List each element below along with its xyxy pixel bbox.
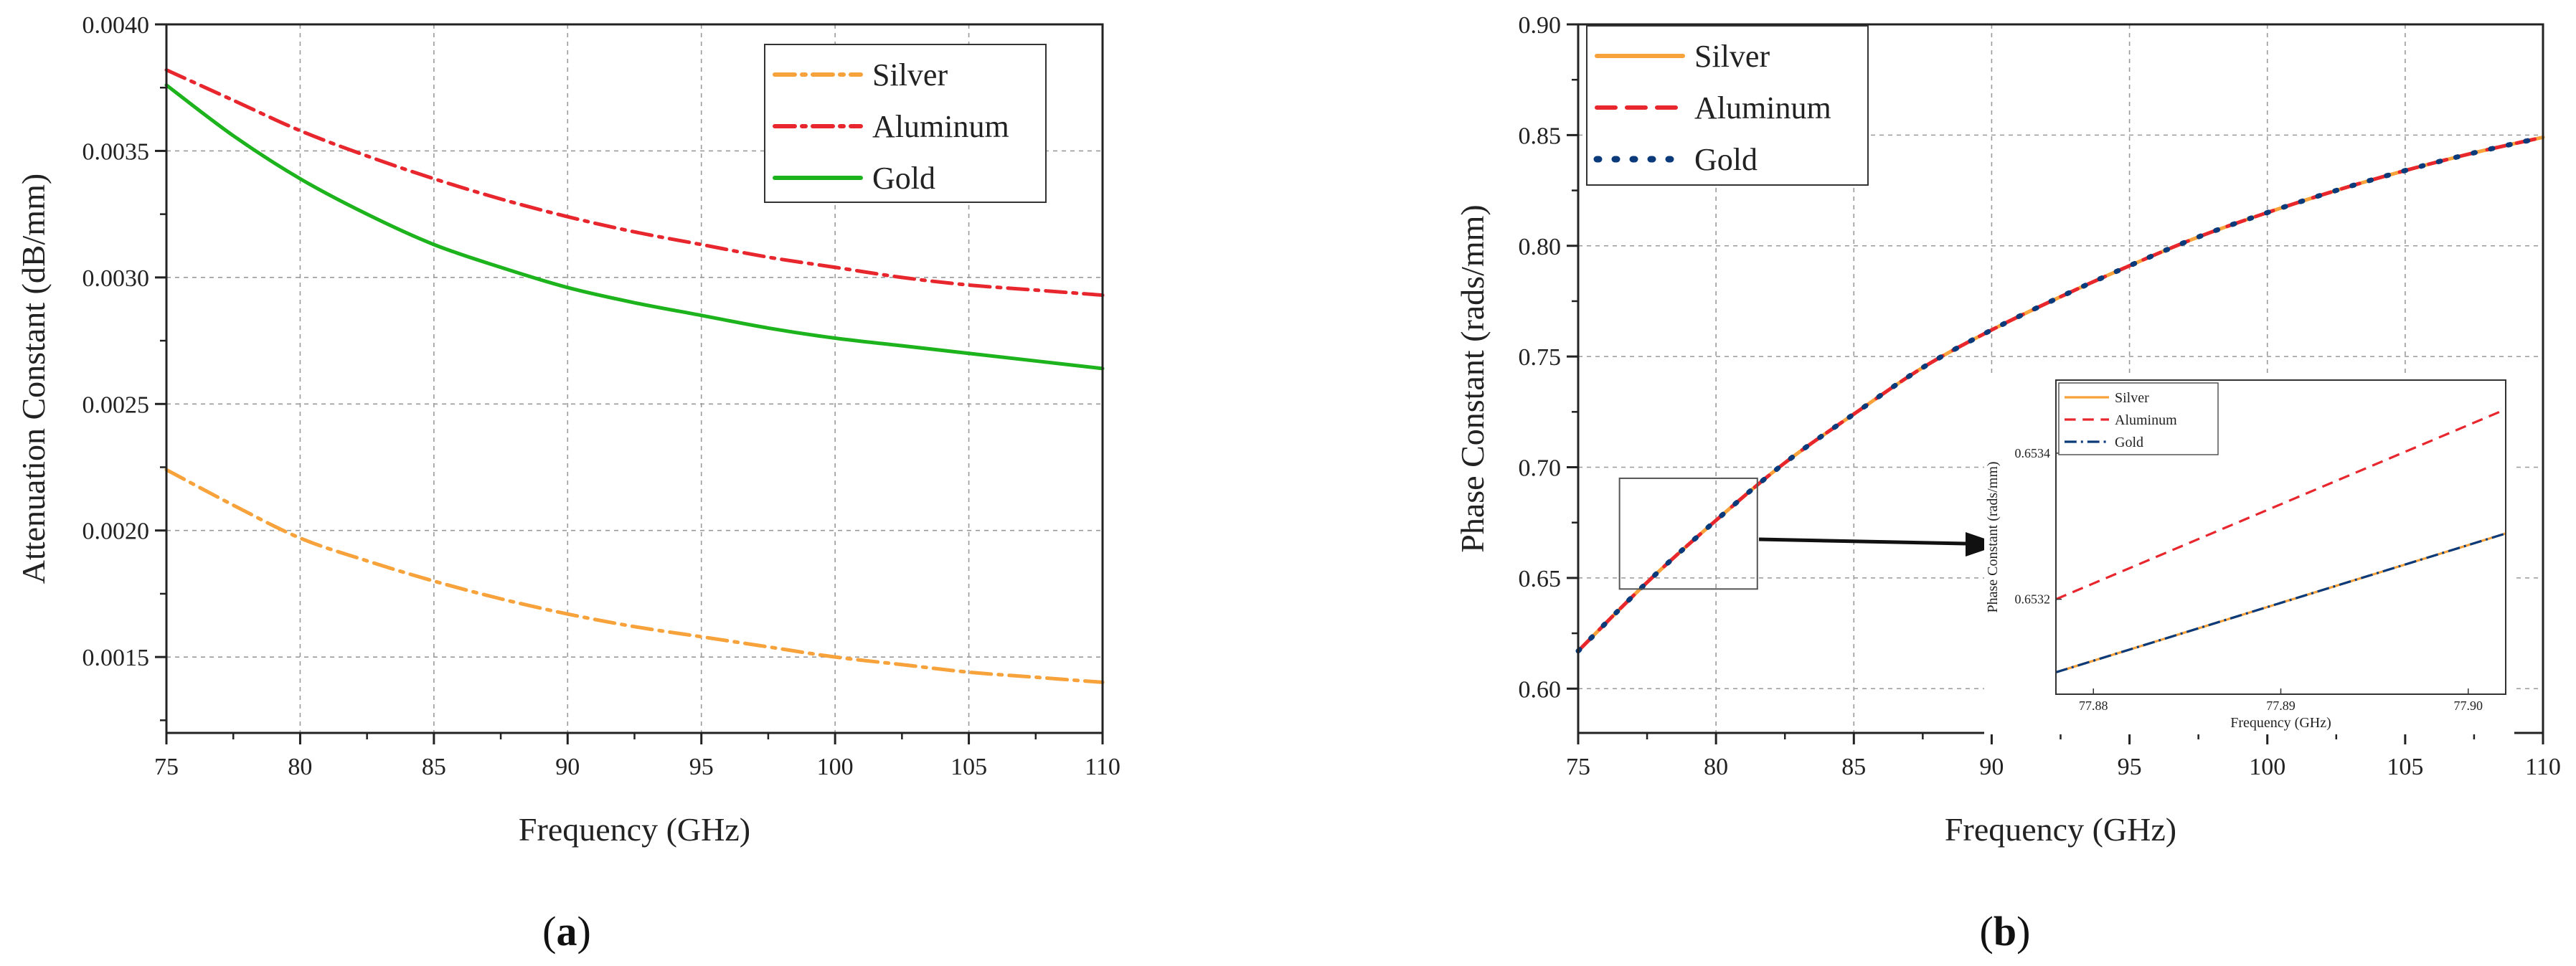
b-y-tick-label: 0.85 (1519, 123, 1562, 149)
a-legend-label-gold: Gold (872, 161, 935, 196)
a-x-tick-label: 105 (950, 754, 987, 780)
b-x-tick-label: 85 (1841, 754, 1866, 780)
a-y-tick-label: 0.0015 (82, 645, 150, 671)
panel-b-phase-chart: 75 80 85 90 95 100 105 110 0.60 0.65 0.70 0.75 0.80 0… (1454, 12, 2561, 955)
inset-y-tick-label: 0.6532 (2015, 592, 2051, 607)
panel-b-caption: (b) (1980, 908, 2031, 955)
a-y-tick-label: 0.0030 (82, 265, 150, 292)
inset-x-tick-label: 77.88 (2079, 699, 2108, 713)
b-y-tick-label: 0.70 (1519, 455, 1562, 482)
b-legend-label-aluminum: Aluminum (1694, 90, 1831, 126)
b-y-tick-label: 0.80 (1519, 234, 1562, 260)
panel-b-caption-letter: b (1994, 908, 2016, 955)
a-series-line-silver (164, 468, 1105, 684)
inset-y-axis-label: Phase Constant (rads/mm) (1985, 461, 2001, 612)
inset-legend-label-aluminum: Aluminum (2115, 412, 2177, 428)
panel-a-caption-letter: a (557, 908, 577, 955)
b-x-tick-label: 95 (2118, 754, 2142, 780)
panel-a-caption-open: ( (542, 908, 556, 955)
b-y-tick-label: 0.90 (1519, 12, 1562, 39)
panel-b-inset-chart: 77.88 77.89 77.90 0.6532 0.6534 Frequency (GH… (1984, 376, 2514, 734)
a-y-tick-label: 0.0035 (82, 138, 150, 165)
a-x-tick-label: 85 (422, 754, 446, 780)
b-y-tick-label: 0.60 (1519, 676, 1562, 703)
inset-legend-label-gold: Gold (2115, 435, 2143, 450)
panel-a-legend: Silver Aluminum Gold (764, 44, 1047, 203)
a-x-tick-label: 75 (154, 754, 179, 780)
a-series-line-gold (164, 83, 1105, 371)
inset-x-axis-label: Frequency (GHz) (2230, 715, 2331, 731)
panel-b-caption-open: ( (1980, 908, 1994, 955)
a-x-tick-label: 80 (288, 754, 312, 780)
b-legend-label-silver: Silver (1694, 39, 1770, 74)
b-x-tick-label: 105 (2387, 754, 2423, 780)
zoom-arrow-shaft (1758, 537, 1966, 546)
a-y-tick-label: 0.0020 (82, 518, 150, 545)
inset-x-tick-label: 77.90 (2454, 699, 2483, 713)
panel-b-zoom-arrow (1758, 532, 2001, 557)
panel-b-series (1575, 134, 2546, 654)
panel-a-grid (166, 24, 1103, 733)
b-y-tick-label: 0.75 (1519, 344, 1562, 371)
panel-a-attenuation-chart: 75 80 85 90 95 100 105 110 0.0015 0.0020 0.0025 0.0… (15, 12, 1120, 955)
panel-b-y-axis-label: Phase Constant (rads/mm) (1454, 204, 1491, 553)
a-legend-label-aluminum: Aluminum (872, 109, 1009, 144)
a-series-line-aluminum (164, 68, 1105, 298)
inset-series-line-aluminum (2055, 408, 2506, 601)
panel-a-ticks: 75 80 85 90 95 100 105 110 0.0015 0.0020 0.0025 0.0… (82, 12, 1120, 780)
panel-a-x-axis-label: Frequency (GHz) (519, 811, 750, 848)
inset-legend-label-silver: Silver (2115, 390, 2149, 406)
panel-a-caption-close: ) (577, 908, 591, 955)
b-legend-label-gold: Gold (1694, 142, 1758, 177)
a-x-tick-label: 110 (1085, 754, 1120, 780)
b-x-tick-label: 80 (1704, 754, 1728, 780)
b-series-line-gold (1575, 134, 2546, 654)
b-y-tick-label: 0.65 (1519, 566, 1562, 592)
a-y-tick-label: 0.0040 (82, 12, 150, 39)
inset-y-tick-label: 0.6534 (2015, 446, 2051, 460)
a-legend-label-silver: Silver (872, 57, 948, 93)
a-x-tick-label: 95 (689, 754, 714, 780)
inset-x-tick-label: 77.89 (2266, 699, 2296, 713)
panel-a-y-axis-label: Attenuation Constant (dB/mm) (15, 174, 52, 584)
panel-b-zoom-region-box (1618, 477, 1758, 590)
b-x-tick-label: 100 (2249, 754, 2285, 780)
inset-series-line-gold (2055, 532, 2506, 673)
panel-a-series (164, 68, 1105, 684)
b-x-tick-label: 90 (1979, 754, 2004, 780)
b-x-tick-label: 110 (2525, 754, 2561, 780)
panel-b-legend: Silver Aluminum Gold (1586, 25, 1869, 186)
panel-b-caption-close: ) (2016, 908, 2030, 955)
b-x-tick-label: 75 (1566, 754, 1590, 780)
panel-b-ticks: 75 80 85 90 95 100 105 110 0.60 0.65 0.70 0.75 0.80 0… (1519, 12, 2561, 780)
a-x-tick-label: 90 (555, 754, 580, 780)
a-y-tick-label: 0.0025 (82, 392, 150, 418)
a-x-tick-label: 100 (817, 754, 854, 780)
panel-a-caption: (a) (542, 908, 591, 955)
panel-b-x-axis-label: Frequency (GHz) (1945, 811, 2176, 848)
zoom-arrow-head (1966, 532, 2001, 557)
